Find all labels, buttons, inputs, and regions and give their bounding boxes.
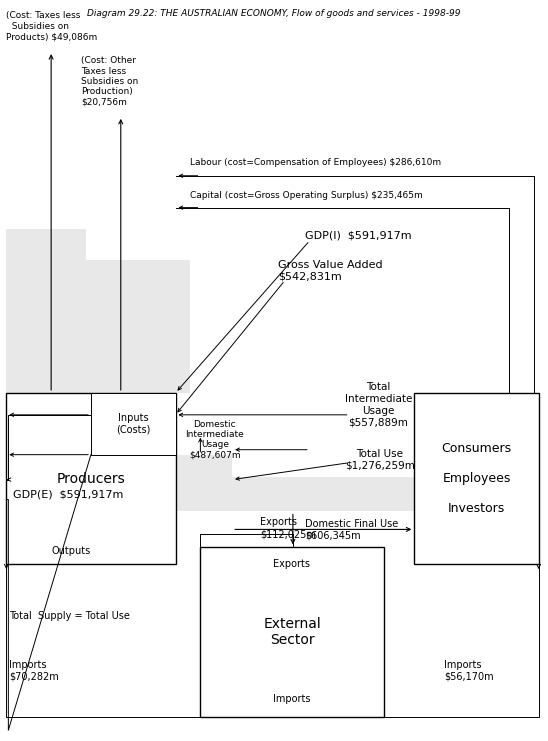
Text: Consumers

Employees

Investors: Consumers Employees Investors xyxy=(441,442,511,515)
Bar xyxy=(175,455,232,510)
Text: GDP(I)  $591,917m: GDP(I) $591,917m xyxy=(305,230,412,241)
Text: Imports
$56,170m: Imports $56,170m xyxy=(444,660,494,682)
Text: External
Sector: External Sector xyxy=(264,617,321,647)
Text: Capital (cost=Gross Operating Surplus) $235,465m: Capital (cost=Gross Operating Surplus) $… xyxy=(190,191,423,200)
Text: Total
Intermediate
Usage
$557,889m: Total Intermediate Usage $557,889m xyxy=(345,382,412,428)
Text: Domestic
Intermediate
Usage
$487,607m: Domestic Intermediate Usage $487,607m xyxy=(185,419,244,460)
Text: Outputs: Outputs xyxy=(51,546,90,556)
Bar xyxy=(175,455,232,510)
Text: Exports
$112,025m: Exports $112,025m xyxy=(260,517,316,539)
Text: Labour (cost=Compensation of Employees) $286,610m: Labour (cost=Compensation of Employees) … xyxy=(190,159,442,167)
Bar xyxy=(201,548,385,717)
Text: Exports: Exports xyxy=(273,559,310,569)
Bar xyxy=(414,393,539,564)
Text: Gross Value Added
$542,831m: Gross Value Added $542,831m xyxy=(278,259,383,281)
Text: Producers: Producers xyxy=(56,471,125,485)
Bar xyxy=(7,393,175,564)
Text: Inputs
(Costs): Inputs (Costs) xyxy=(116,413,150,435)
Text: GDP(E)  $591,917m: GDP(E) $591,917m xyxy=(13,490,124,499)
Bar xyxy=(86,260,190,393)
Text: Domestic Final Use
$606,345m: Domestic Final Use $606,345m xyxy=(305,519,398,540)
Text: (Cost: Taxes less
  Subsidies on
Products) $49,086m: (Cost: Taxes less Subsidies on Products)… xyxy=(7,11,98,41)
Text: Diagram 29.22: THE AUSTRALIAN ECONOMY, Flow of goods and services - 1998-99: Diagram 29.22: THE AUSTRALIAN ECONOMY, F… xyxy=(87,10,461,19)
Text: Total Use
$1,276,259m: Total Use $1,276,259m xyxy=(345,449,414,471)
Bar xyxy=(7,476,536,511)
Bar xyxy=(91,393,175,455)
Text: (Cost: Other
Taxes less
Subsidies on
Production)
$20,756m: (Cost: Other Taxes less Subsidies on Pro… xyxy=(81,56,138,107)
Bar xyxy=(7,228,86,393)
Text: Imports: Imports xyxy=(273,694,311,704)
Text: Total  Supply = Total Use: Total Supply = Total Use xyxy=(9,611,130,621)
Text: Imports
$70,282m: Imports $70,282m xyxy=(9,660,59,682)
